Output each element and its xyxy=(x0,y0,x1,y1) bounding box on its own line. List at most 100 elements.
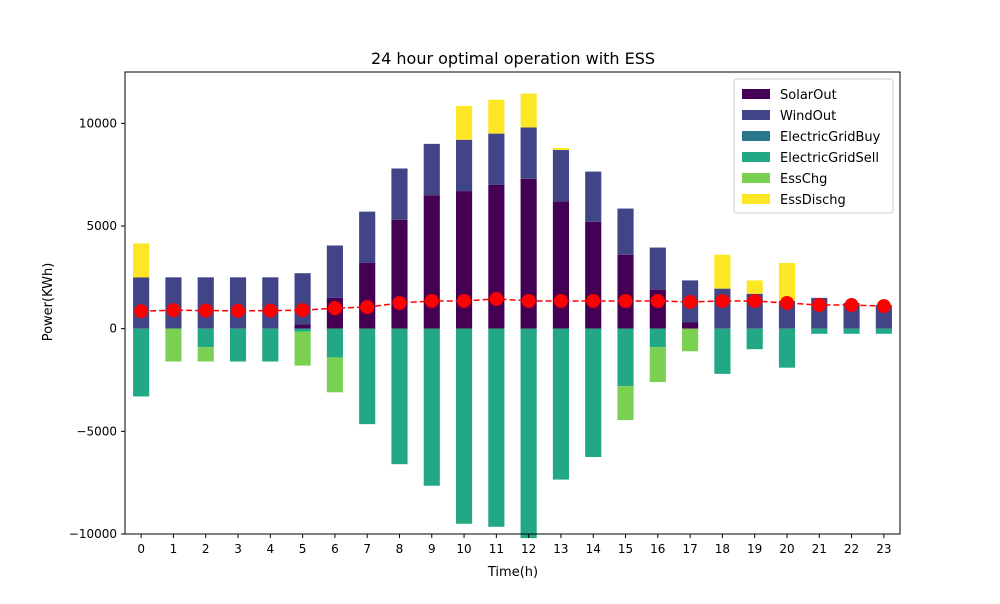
bar-electricgridsell-5 xyxy=(294,328,311,332)
x-tick-label: 14 xyxy=(586,542,601,556)
x-tick-label: 4 xyxy=(266,542,274,556)
legend: SolarOut WindOut ElectricGridBuy ElectricGr… xyxy=(733,78,894,214)
bar-solarout-7 xyxy=(359,262,376,329)
bar-electricgridsell-11 xyxy=(488,328,505,527)
bar-electricgridsell-22 xyxy=(843,328,860,334)
legend-label: ElectricGridSell xyxy=(780,151,879,166)
x-tick-label: 21 xyxy=(812,542,827,556)
bar-electricgridsell-14 xyxy=(585,328,602,457)
bar-windout-6 xyxy=(326,245,343,298)
x-tick-label: 2 xyxy=(202,542,210,556)
line-point-7 xyxy=(360,300,375,315)
x-tick-label: 12 xyxy=(521,542,536,556)
bar-electricgridsell-20 xyxy=(778,328,796,368)
line-point-16 xyxy=(650,293,665,308)
bar-windout-16 xyxy=(649,247,666,290)
bar-esschg-17 xyxy=(682,328,699,352)
x-tick-label: 22 xyxy=(844,542,859,556)
y-tick-label: −5000 xyxy=(76,424,117,438)
bar-esschg-5 xyxy=(294,331,311,366)
bar-windout-0 xyxy=(133,277,150,329)
bar-windout-3 xyxy=(229,277,247,329)
legend-swatch xyxy=(742,194,770,204)
bar-windout-11 xyxy=(488,133,505,185)
legend-box xyxy=(733,78,894,214)
x-tick-label: 9 xyxy=(428,542,436,556)
line-point-23 xyxy=(876,299,891,314)
bar-solarout-8 xyxy=(391,219,408,329)
line-point-14 xyxy=(586,293,601,308)
x-tick-label: 15 xyxy=(618,542,633,556)
bar-electricgridsell-19 xyxy=(746,328,763,350)
legend-swatch xyxy=(742,89,770,99)
axes-layer: 0 1 2 3 4 5 6 7 8 9 10 11 12 13 14 15 16 17 18 19 20 21 22 23−1… xyxy=(69,71,901,556)
bar-electricgridsell-9 xyxy=(423,328,440,486)
legend-label: SolarOut xyxy=(780,88,837,103)
bar-solarout-9 xyxy=(423,195,440,329)
bar-esschg-1 xyxy=(165,328,182,362)
legend-label: EssChg xyxy=(780,172,827,187)
x-tick-label: 3 xyxy=(234,542,242,556)
line-point-18 xyxy=(715,293,730,308)
bar-electricgridsell-4 xyxy=(262,328,279,362)
bar-solarout-12 xyxy=(520,178,537,329)
line-point-19 xyxy=(747,293,762,308)
bar-esschg-2 xyxy=(197,347,214,362)
line-point-5 xyxy=(295,303,310,318)
bar-essdischg-13 xyxy=(552,147,570,151)
bar-windout-13 xyxy=(552,150,570,202)
line-point-17 xyxy=(683,294,698,309)
x-tick-label: 20 xyxy=(779,542,794,556)
legend-label: WindOut xyxy=(780,109,836,124)
bar-essdischg-12 xyxy=(520,93,537,128)
bar-solarout-14 xyxy=(585,221,602,329)
x-tick-label: 16 xyxy=(650,542,665,556)
x-axis-label: Time(h) xyxy=(487,565,538,580)
x-tick-label: 1 xyxy=(170,542,178,556)
legend-swatch xyxy=(742,110,770,120)
line-point-2 xyxy=(198,303,213,318)
x-tick-label: 8 xyxy=(396,542,404,556)
y-tick-label: 0 xyxy=(109,322,117,336)
bar-windout-14 xyxy=(585,171,602,222)
legend-swatch xyxy=(742,152,770,162)
bar-esschg-16 xyxy=(649,347,666,383)
line-point-3 xyxy=(231,303,246,318)
bar-solarout-15 xyxy=(617,254,634,329)
bar-electricgridsell-15 xyxy=(617,328,634,387)
bar-essdischg-10 xyxy=(455,105,473,140)
bar-windout-9 xyxy=(423,143,440,196)
bar-windout-10 xyxy=(455,139,473,192)
bar-esschg-6 xyxy=(326,357,343,393)
line-point-10 xyxy=(457,293,472,308)
line-point-21 xyxy=(812,298,827,313)
bar-solarout-10 xyxy=(455,191,473,329)
bar-electricgridsell-3 xyxy=(229,328,247,362)
y-axis-label: Power(KWh) xyxy=(41,263,56,342)
line-layer xyxy=(134,291,891,319)
bar-solarout-13 xyxy=(552,201,570,329)
line-series xyxy=(141,298,884,312)
y-tick-label: 5000 xyxy=(86,219,117,233)
x-tick-label: 17 xyxy=(682,542,697,556)
bar-windout-7 xyxy=(359,211,376,263)
x-tick-label: 13 xyxy=(553,542,568,556)
legend-swatch xyxy=(742,131,770,141)
bar-electricgridsell-0 xyxy=(133,328,150,397)
bar-windout-1 xyxy=(165,277,182,329)
line-point-13 xyxy=(553,293,568,308)
y-tick-label: 10000 xyxy=(79,116,117,130)
line-point-22 xyxy=(844,298,859,313)
bar-windout-2 xyxy=(197,277,214,329)
bar-electricgridsell-21 xyxy=(811,328,828,334)
bar-windout-12 xyxy=(520,127,537,179)
legend-swatch xyxy=(742,173,770,183)
bar-essdischg-19 xyxy=(746,280,763,294)
line-point-11 xyxy=(489,291,504,306)
x-tick-label: 23 xyxy=(876,542,891,556)
bar-electricgridsell-13 xyxy=(552,328,570,480)
line-point-12 xyxy=(521,293,536,308)
bar-windout-15 xyxy=(617,208,634,255)
